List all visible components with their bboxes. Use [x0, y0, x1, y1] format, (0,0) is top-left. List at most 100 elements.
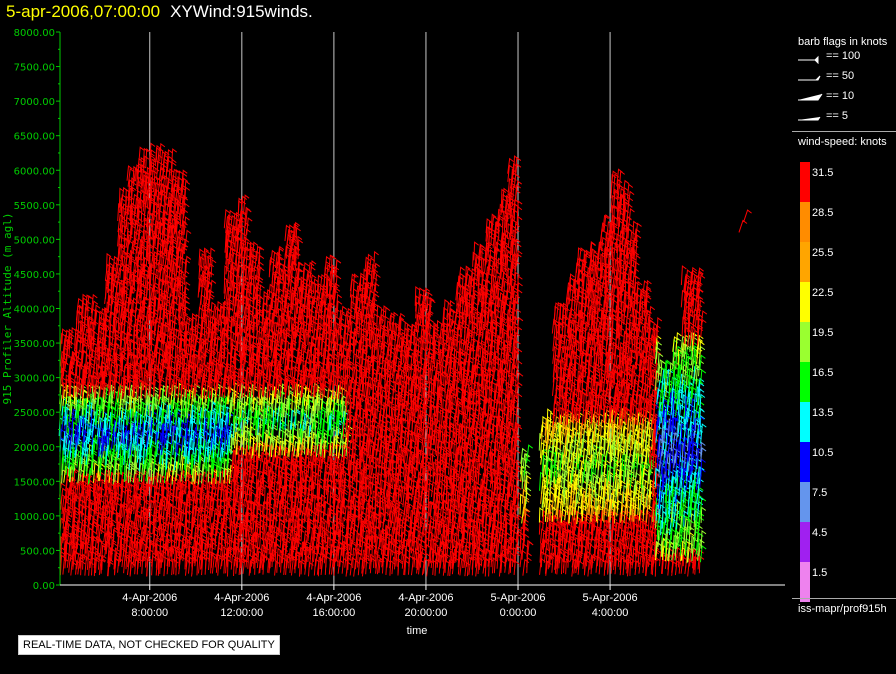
wind-barb	[177, 194, 184, 213]
wind-barb	[123, 385, 130, 403]
wind-barb	[120, 410, 126, 431]
wind-barb	[133, 341, 139, 359]
wind-barb	[143, 459, 149, 475]
wind-barb	[81, 389, 89, 406]
wind-barb	[207, 271, 215, 288]
wind-barb	[204, 275, 211, 291]
wind-barb	[247, 297, 253, 314]
wind-barb	[257, 246, 265, 265]
wind-barb	[97, 316, 105, 333]
wind-barb	[192, 348, 199, 364]
wind-barb	[177, 177, 184, 195]
wind-barb	[280, 338, 287, 360]
wind-barb	[335, 505, 342, 521]
wind-barb	[313, 472, 321, 489]
wind-barb	[273, 270, 280, 286]
wind-barb	[190, 371, 198, 391]
wind-barb	[85, 435, 92, 451]
wind-barb	[81, 324, 88, 343]
wind-barb	[210, 349, 217, 365]
wind-barb	[162, 395, 169, 411]
wind-barb	[144, 524, 151, 541]
wind-barb	[108, 534, 115, 554]
wind-barb	[292, 421, 299, 438]
wind-barb	[288, 224, 295, 241]
wind-barb	[136, 514, 144, 534]
wind-barb	[347, 515, 354, 536]
wind-barb	[234, 488, 241, 509]
wind-barb	[301, 303, 308, 320]
wind-barb	[179, 249, 186, 265]
wind-barb	[286, 374, 293, 390]
wind-barb	[203, 313, 210, 334]
wind-barb	[321, 419, 328, 438]
wind-barb	[160, 523, 166, 542]
wind-barb	[257, 416, 264, 436]
wind-barb	[301, 541, 308, 557]
wind-barb	[149, 263, 156, 281]
wind-barb	[70, 326, 77, 346]
wind-barb	[173, 316, 180, 338]
wind-barb	[172, 287, 178, 304]
wind-barb	[95, 500, 101, 516]
wind-barb	[329, 442, 337, 462]
wind-barb	[300, 541, 307, 557]
wind-barb	[318, 501, 324, 523]
wind-barb	[143, 356, 151, 377]
wind-barb	[268, 283, 275, 301]
wind-barb	[297, 509, 304, 528]
wind-barb	[240, 195, 248, 214]
wind-barb	[284, 224, 291, 242]
wind-barb	[336, 300, 343, 318]
wind-barb	[209, 522, 217, 537]
wind-barb	[105, 252, 112, 273]
wind-barb	[81, 429, 89, 449]
wind-barb	[237, 367, 244, 383]
wind-barb	[304, 533, 310, 549]
wind-barb	[154, 289, 161, 307]
wind-barb	[267, 465, 273, 483]
wind-barb	[230, 462, 238, 478]
wind-barb	[167, 168, 175, 188]
wind-barb	[234, 352, 241, 371]
wind-barb	[92, 331, 99, 347]
wind-barb	[329, 412, 336, 430]
wind-barb	[190, 457, 198, 475]
wind-barb	[137, 493, 144, 510]
wind-barb	[190, 312, 197, 331]
wind-barb	[141, 366, 148, 387]
wind-barb	[263, 546, 270, 563]
wind-barb	[255, 409, 262, 429]
wind-barb	[188, 416, 196, 436]
wind-barb	[201, 538, 208, 554]
wind-barb	[326, 278, 333, 294]
wind-barb	[132, 397, 138, 418]
wind-barb	[184, 281, 191, 300]
wind-barb	[330, 539, 337, 556]
wind-barb	[75, 437, 82, 457]
wind-barb	[124, 386, 130, 406]
wind-barb	[304, 420, 312, 436]
wind-barb	[203, 247, 209, 267]
wind-barb	[336, 452, 343, 470]
wind-barb	[139, 537, 147, 557]
wind-barb	[201, 484, 207, 503]
wind-barb	[303, 473, 311, 490]
wind-barb	[153, 318, 160, 339]
wind-barb	[99, 541, 106, 557]
wind-barb	[292, 290, 299, 311]
wind-barb	[223, 209, 231, 229]
wind-barb	[340, 305, 348, 324]
wind-barb	[139, 481, 147, 498]
wind-barb	[109, 363, 116, 385]
wind-barb	[144, 170, 150, 186]
wind-barb	[324, 528, 331, 544]
wind-barb	[197, 444, 204, 463]
wind-barb	[155, 472, 162, 490]
wind-barb	[237, 454, 244, 472]
wind-barb	[136, 336, 143, 353]
wind-barb	[137, 228, 144, 245]
wind-barb	[108, 477, 115, 495]
wind-barb	[308, 509, 315, 528]
